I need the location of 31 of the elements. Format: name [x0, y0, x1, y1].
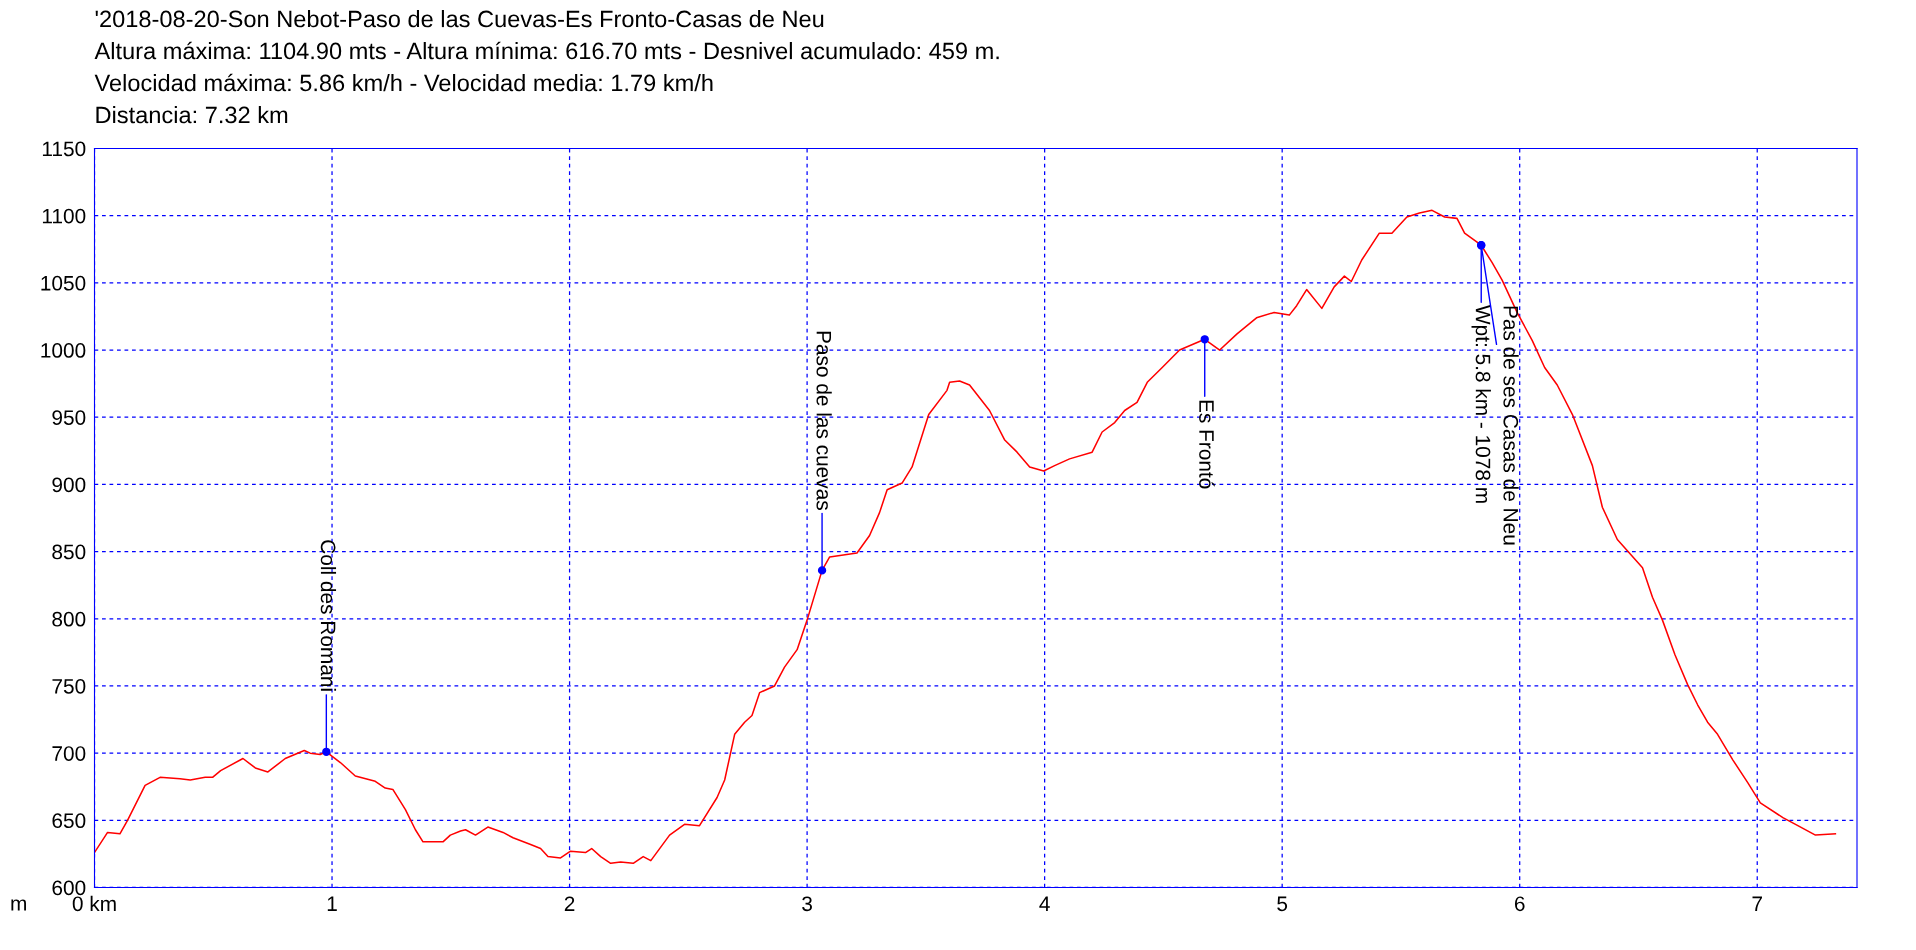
text: Altura máxima: 1104.90 mts - Altura mínima: 616.70 mts - Desnivel acumulado: 459 m.	[94, 41, 999, 60]
text: Velocidad máxima: 5.86 km/h - Velocidad media: 1.79 km/h	[94, 73, 713, 92]
annotation: Es Frontó	[1199, 400, 1215, 489]
y-tick-label: 1100	[42, 208, 86, 224]
y-tick-label: 1150	[42, 141, 86, 157]
x-tick-label: 3	[802, 896, 812, 912]
y-tick-label: 800	[52, 611, 86, 627]
y-tick-label: 750	[52, 678, 86, 694]
text: Distancia: 7.32 km	[96, 106, 288, 124]
x-tick-label: 4	[1039, 896, 1050, 911]
y-tick-label: 1050	[41, 275, 86, 291]
line-series	[94, 209, 1837, 865]
y-axis-title: m	[11, 899, 26, 911]
y-tick-label: 600	[52, 880, 86, 896]
annotation: Wpt: 5.8 km - 1078 m	[1471, 305, 1491, 503]
y-tick-label: 850	[52, 544, 86, 560]
x-tick-label: 7	[1752, 896, 1762, 911]
chart-title: '2018-08-20-Son Nebot-Paso de las Cuevas-Es Fronto-Casas de Neu	[95, 10, 824, 28]
x-tick-label: 5	[1277, 896, 1288, 912]
annotation: Coll des Romani	[320, 540, 337, 691]
annotation: Paso de las cuevas	[816, 331, 832, 510]
x-tick-label: 2	[564, 896, 575, 911]
y-tick-label: 700	[52, 746, 86, 761]
x-tick-label: 6	[1514, 896, 1525, 912]
y-tick-label: 900	[52, 477, 86, 493]
y-tick-label: 1000	[41, 343, 86, 358]
x-tick-label: 1	[327, 896, 337, 911]
x-tick-label: 0 km	[72, 895, 116, 912]
annotation: Pas de ses Casas de Neu	[1503, 306, 1519, 545]
y-tick-label: 650	[52, 813, 86, 829]
y-tick-label: 950	[52, 410, 86, 425]
